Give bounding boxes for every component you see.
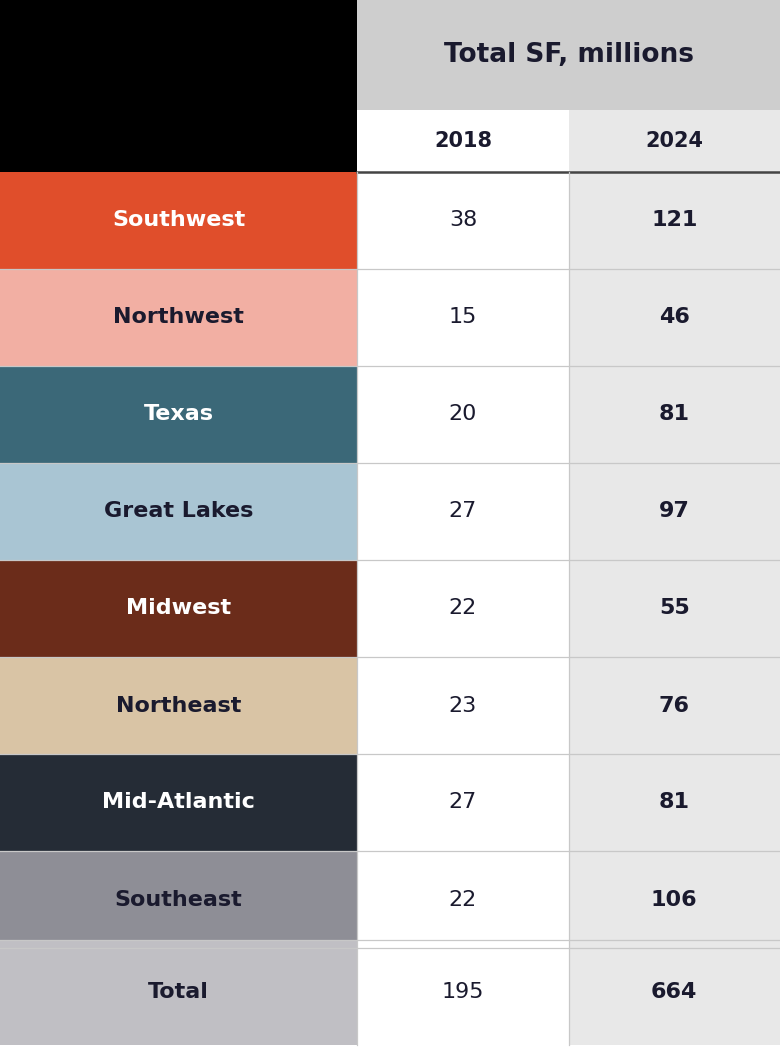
Text: Midwest: Midwest [126,598,231,618]
Bar [357,657,569,754]
Bar [0,172,357,269]
Text: Southwest: Southwest [112,211,245,231]
Text: 15: 15 [448,307,477,327]
Bar [569,560,780,657]
Bar [569,366,780,463]
Text: 20: 20 [448,404,477,424]
Text: 195: 195 [441,982,484,1002]
Bar [0,269,357,366]
Bar [0,754,357,851]
Bar [569,172,780,269]
Bar [0,940,357,1045]
Bar [357,560,569,657]
Text: Northwest: Northwest [113,307,244,327]
Text: Texas: Texas [144,404,214,424]
Bar [569,754,780,851]
Text: 22: 22 [448,890,477,910]
Text: 27: 27 [448,793,477,813]
Text: Total SF, millions: Total SF, millions [444,42,693,68]
Bar [357,754,569,851]
Bar [357,851,569,948]
Text: 46: 46 [659,307,690,327]
Text: 23: 23 [448,695,477,715]
Bar [0,110,357,172]
Bar [569,463,780,560]
Bar [357,463,569,560]
Bar [569,940,780,1045]
Text: Mid-Atlantic: Mid-Atlantic [102,793,255,813]
Text: 38: 38 [448,211,477,231]
Text: 22: 22 [448,598,477,618]
Bar [357,0,780,110]
Text: Southeast: Southeast [115,890,243,910]
Text: 664: 664 [651,982,697,1002]
Text: 121: 121 [651,211,697,231]
Text: 55: 55 [659,598,690,618]
Text: Total: Total [148,982,209,1002]
Bar [0,463,357,560]
Bar [569,269,780,366]
Text: 106: 106 [651,890,697,910]
Bar [357,269,569,366]
Bar [357,110,569,172]
Bar [0,657,357,754]
Text: 97: 97 [659,501,690,521]
Bar [0,851,357,948]
Bar [0,366,357,463]
Text: 27: 27 [448,501,477,521]
Text: 2018: 2018 [434,131,492,151]
Bar [0,560,357,657]
Text: 2024: 2024 [645,131,704,151]
Text: Northeast: Northeast [116,695,241,715]
Text: 81: 81 [659,793,690,813]
Bar [0,0,357,110]
Text: Great Lakes: Great Lakes [104,501,254,521]
Text: 81: 81 [659,404,690,424]
Bar [357,172,569,269]
Bar [357,940,569,1045]
Bar [569,110,780,172]
Bar [357,366,569,463]
Bar [569,851,780,948]
Bar [569,657,780,754]
Text: 76: 76 [659,695,690,715]
